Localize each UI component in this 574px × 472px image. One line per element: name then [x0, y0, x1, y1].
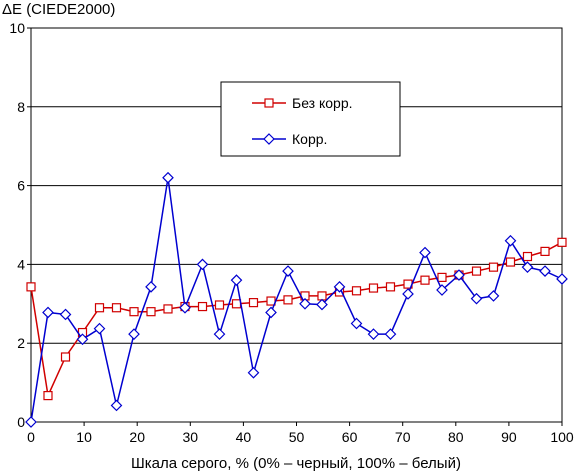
x-tick-label: 20 — [129, 429, 145, 445]
x-tick-label: 80 — [448, 429, 464, 445]
series-1 — [26, 237, 567, 401]
data-point — [179, 301, 191, 314]
data-point — [453, 269, 465, 281]
data-point — [521, 261, 534, 274]
data-point — [384, 328, 397, 340]
data-point — [213, 328, 226, 340]
data-point — [93, 322, 106, 335]
data-point — [196, 258, 209, 271]
data-point — [76, 333, 89, 346]
data-point — [385, 282, 396, 292]
data-point — [282, 265, 294, 277]
data-point — [437, 272, 447, 283]
legend-label: Корр. — [292, 131, 327, 147]
data-point — [60, 352, 71, 362]
data-point — [43, 391, 53, 401]
data-point — [368, 283, 379, 293]
data-point — [420, 275, 430, 285]
data-point — [111, 303, 122, 313]
data-point — [146, 307, 156, 317]
data-point — [487, 290, 500, 302]
data-point — [145, 281, 157, 293]
data-point — [333, 281, 346, 293]
x-tick-label: 30 — [183, 429, 199, 445]
data-point — [522, 251, 533, 262]
data-point — [367, 328, 380, 340]
data-point — [265, 306, 277, 319]
data-point — [197, 301, 208, 312]
data-point — [402, 288, 414, 300]
data-point — [471, 266, 482, 276]
x-tick-label: 0 — [27, 429, 35, 445]
data-point — [504, 234, 517, 247]
y-tick-label: 0 — [17, 414, 25, 430]
data-point — [283, 295, 293, 305]
data-point — [94, 303, 105, 313]
x-axis-title: Шкала серого, % (0% – черный, 100% – бел… — [131, 455, 461, 472]
y-tick-label: 2 — [17, 335, 25, 351]
data-point — [59, 308, 72, 321]
series-line — [30, 241, 563, 399]
data-point — [247, 366, 260, 379]
data-point — [42, 306, 54, 319]
y-tick-label: 4 — [17, 256, 25, 272]
x-tick-label: 10 — [76, 429, 92, 445]
data-point — [230, 274, 243, 287]
data-point — [129, 307, 139, 317]
y-tick-label: 6 — [17, 178, 25, 194]
y-axis-title: ΔE (CIEDE2000) — [2, 1, 115, 18]
data-point — [231, 299, 242, 309]
data-point — [350, 317, 363, 330]
data-point — [351, 286, 362, 296]
data-point — [505, 257, 516, 267]
y-tick-label: 8 — [17, 99, 25, 115]
data-point — [299, 297, 311, 310]
data-point — [128, 328, 140, 340]
data-point — [25, 416, 37, 428]
data-point — [110, 399, 123, 412]
data-point — [317, 291, 327, 301]
x-tick-label: 70 — [395, 429, 411, 445]
legend-marker — [263, 133, 275, 145]
data-point — [26, 282, 36, 292]
data-point — [539, 265, 551, 277]
x-tick-label: 100 — [550, 429, 574, 445]
data-point — [214, 300, 225, 310]
x-tick-label: 60 — [342, 429, 358, 445]
legend-label: Без корр. — [292, 95, 353, 111]
data-point — [248, 298, 259, 308]
x-tick-label: 50 — [289, 429, 305, 445]
series-layer — [25, 171, 568, 428]
legend-marker — [264, 98, 274, 108]
data-point — [470, 292, 483, 305]
legend: Без корр. Корр. — [220, 81, 401, 157]
data-point — [557, 237, 567, 247]
series-line — [30, 177, 563, 423]
x-tick-label: 90 — [501, 429, 517, 445]
data-point — [488, 262, 499, 272]
data-point — [556, 273, 568, 285]
legend-box — [220, 81, 401, 157]
data-point — [436, 284, 448, 296]
data-point — [316, 298, 328, 311]
data-point — [163, 304, 173, 314]
data-point — [162, 171, 174, 184]
data-point — [540, 246, 550, 256]
series-2 — [25, 171, 568, 428]
x-tick-label: 40 — [236, 429, 252, 445]
data-point — [419, 246, 431, 259]
y-tick-label: 10 — [9, 20, 25, 36]
